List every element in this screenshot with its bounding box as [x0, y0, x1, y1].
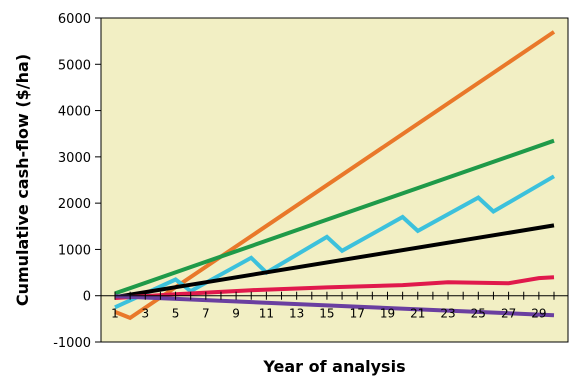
series-layer — [114, 30, 556, 321]
y-tick-label: 5000 — [58, 58, 91, 73]
x-tick-label: 3 — [141, 307, 149, 321]
x-tick-label: 1 — [111, 307, 119, 321]
x-tick-label: 21 — [410, 307, 425, 321]
y-tick-label: 2000 — [58, 197, 91, 212]
series-line-1 — [114, 30, 556, 321]
x-tick-label: 15 — [319, 307, 334, 321]
series-line-2 — [114, 138, 555, 296]
y-tick-label: 6000 — [58, 12, 91, 27]
x-tick-label: 11 — [259, 307, 274, 321]
y-tick-label: 0 — [83, 290, 91, 305]
x-tick-label: 5 — [172, 307, 180, 321]
x-tick-label: 27 — [501, 307, 516, 321]
series-line-4 — [114, 223, 555, 300]
series-line-3 — [114, 174, 556, 310]
x-axis-title: Year of analysis — [262, 357, 405, 376]
x-tick-label: 17 — [350, 307, 365, 321]
y-axis-title: Cumulative cash-flow ($/ha) — [13, 54, 32, 306]
x-tick-label: 7 — [202, 307, 210, 321]
x-tick-label: 29 — [531, 307, 546, 321]
y-tick-label: 4000 — [58, 105, 91, 120]
x-tick-label: 23 — [440, 307, 455, 321]
y-tick-label: 3000 — [58, 151, 91, 166]
series-line-5 — [114, 275, 555, 300]
series-line-6 — [114, 294, 555, 318]
x-tick-label: 9 — [232, 307, 240, 321]
y-tick-label: 1000 — [58, 243, 91, 258]
x-tick-label: 13 — [289, 307, 304, 321]
y-tick-label: -1000 — [53, 336, 91, 351]
x-tick-label: 25 — [471, 307, 486, 321]
x-tick-label: 19 — [380, 307, 395, 321]
